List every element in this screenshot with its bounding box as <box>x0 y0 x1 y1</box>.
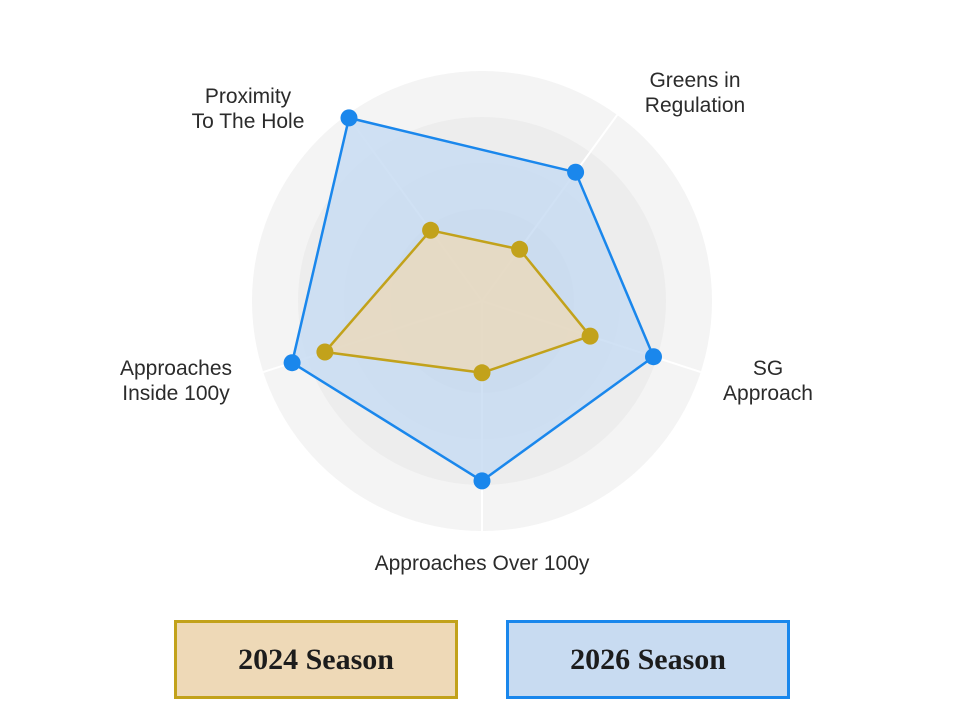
axis-label-line: Approach <box>723 382 813 405</box>
axis-label-line: Regulation <box>645 94 745 117</box>
data-point[interactable] <box>473 472 491 490</box>
data-point[interactable] <box>645 348 662 366</box>
data-point[interactable] <box>340 109 358 127</box>
axis-label: SG Approach <box>723 357 813 405</box>
data-point[interactable] <box>581 327 599 345</box>
data-point[interactable] <box>283 354 301 372</box>
axis-label-line: Greens in <box>649 69 740 92</box>
legend-item-2026-season[interactable]: 2026 Season <box>506 620 790 699</box>
axis-label: Approaches Over 100y <box>375 552 590 575</box>
legend-item-2024-season[interactable]: 2024 Season <box>174 620 458 699</box>
data-point[interactable] <box>316 343 334 361</box>
axis-label-line: To The Hole <box>192 110 305 133</box>
axis-label-line: SG <box>753 357 783 380</box>
series-area-2024-season <box>323 229 592 375</box>
radar-series-layer <box>283 109 662 490</box>
axis-label: Greens in Regulation <box>645 69 745 117</box>
axis-label-line: Approaches Over 100y <box>375 552 590 575</box>
axis-label: Proximity To The Hole <box>192 85 305 133</box>
axis-label-line: Inside 100y <box>122 382 230 405</box>
axis-label: Approaches Inside 100y <box>120 357 232 405</box>
legend-label-2026-season: 2026 Season <box>570 642 726 676</box>
data-point[interactable] <box>511 240 529 258</box>
radar-axis-labels: Greens in Regulation SG Approach Approaches … <box>120 69 813 575</box>
data-point[interactable] <box>473 364 491 382</box>
radar-chart: Greens in Regulation SG Approach Approaches … <box>120 69 813 575</box>
axis-label-line: Approaches <box>120 357 232 380</box>
axis-label-line: Proximity <box>205 85 292 108</box>
data-point[interactable] <box>567 163 585 181</box>
series-2024-season <box>316 221 599 382</box>
legend-label-2024-season: 2024 Season <box>238 642 394 676</box>
data-point[interactable] <box>422 221 440 239</box>
